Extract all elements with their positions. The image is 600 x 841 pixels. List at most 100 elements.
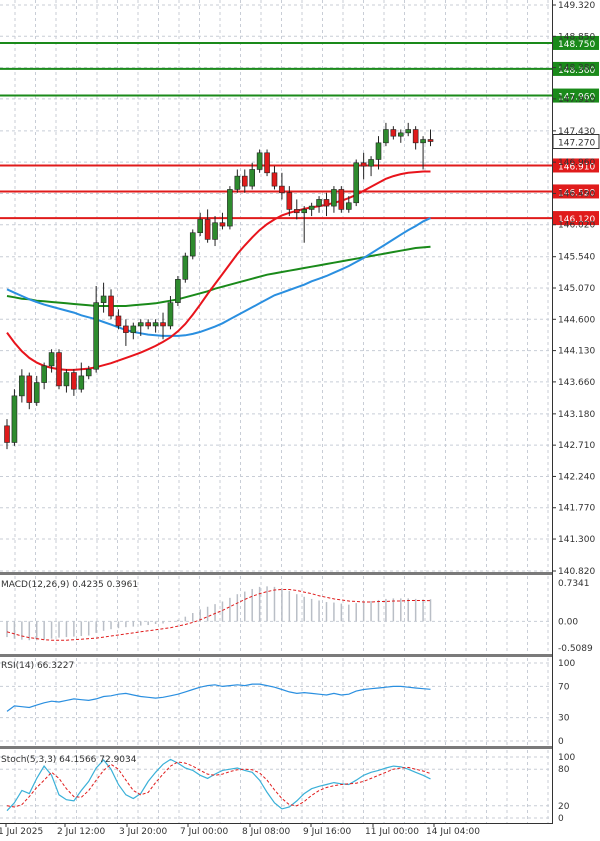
candle-body: [85, 368, 92, 377]
candle-body: [41, 365, 47, 383]
time-tick-label: 1 Jul 2025: [0, 827, 43, 837]
candle-body: [383, 129, 389, 144]
candle: [368, 156, 374, 177]
candle: [63, 369, 70, 393]
time-tick-label: 2 Jul 12:00: [57, 827, 106, 837]
time-tick-label: 7 Jul 00:00: [180, 827, 229, 837]
candle: [286, 186, 293, 217]
price-tick-label: 145.540: [558, 253, 595, 263]
price-tick-label: 148.850: [558, 32, 595, 42]
candle: [331, 186, 337, 213]
candle-body: [412, 129, 419, 144]
candle: [264, 149, 270, 177]
price-tick-label: 143.660: [558, 378, 595, 388]
candle: [271, 166, 278, 190]
time-tick-label: 8 Jul 08:00: [242, 827, 291, 837]
candle-body: [130, 325, 137, 333]
candle-body: [175, 279, 181, 303]
candle-body: [56, 352, 62, 387]
candle: [353, 159, 360, 207]
candle-body: [100, 295, 107, 303]
candle-body: [212, 222, 218, 240]
candle: [56, 349, 62, 390]
candle: [420, 136, 426, 170]
candle-body: [115, 315, 122, 327]
price-tick-label: 140.820: [558, 567, 595, 577]
candle-body: [145, 322, 151, 327]
current-price-label: 147.270: [558, 139, 595, 149]
candle: [301, 206, 308, 243]
sma-fast-line: [6, 170, 431, 371]
stoch-axis-label: 20: [558, 802, 570, 812]
candle: [345, 196, 352, 213]
support-level-tag: [553, 158, 599, 173]
candle: [85, 365, 92, 380]
candle-body: [48, 352, 55, 367]
candle-body: [182, 255, 189, 280]
candle-body: [71, 372, 77, 390]
price-tick-label: 142.710: [558, 441, 595, 451]
candle: [323, 192, 330, 217]
macd-signal-line: [6, 589, 431, 641]
macd-panel: [0, 576, 552, 654]
candle: [219, 212, 226, 230]
candle-body: [338, 189, 345, 210]
support-level-label: 146.520: [558, 188, 595, 198]
resistance-level-tag: [553, 35, 599, 50]
price-panel: [0, 0, 552, 571]
support-level-tag: [553, 184, 599, 199]
candle-body: [123, 325, 129, 333]
candle: [316, 196, 322, 213]
price-tick-label: 149.320: [558, 1, 595, 11]
price-tick-label: 145.070: [558, 284, 595, 294]
price-tick-label: 146.490: [558, 189, 595, 199]
stoch-axis-label: 80: [558, 765, 570, 775]
panel-separator[interactable]: [0, 746, 552, 749]
rsi-line: [6, 683, 431, 712]
candle-body: [167, 302, 174, 327]
resistance-level-label: 148.360: [558, 66, 595, 76]
candle: [19, 369, 25, 403]
macd-axis-label: 0.7341: [558, 579, 590, 589]
rsi-axis-label: 0: [558, 737, 564, 747]
candle-body: [249, 169, 255, 187]
candle: [160, 312, 166, 340]
resistance-level-tag: [553, 88, 599, 103]
candle-body: [405, 129, 412, 134]
panel-separator[interactable]: [0, 572, 552, 575]
panel-separator[interactable]: [0, 654, 552, 657]
support-level-label: 146.120: [558, 215, 595, 225]
candle: [145, 319, 151, 330]
price-tick-label: 141.300: [558, 535, 595, 545]
candle-body: [108, 295, 114, 317]
price-axis: 149.320 148.850 148.380 147.910 147.430 146.9…: [552, 1, 595, 577]
candle-body: [93, 302, 99, 370]
candle: [189, 229, 196, 260]
candle: [241, 169, 248, 193]
candle: [308, 202, 315, 217]
candle-body: [368, 159, 374, 167]
macd-axis-label: 0.00: [558, 617, 578, 627]
candle-body: [219, 222, 226, 227]
price-tick-label: 141.770: [558, 504, 595, 514]
candle: [390, 126, 397, 140]
current-price-tag: [552, 134, 600, 150]
candle: [115, 309, 122, 330]
price-tick-label: 146.960: [558, 158, 595, 168]
candle: [130, 322, 137, 340]
candle-body: [78, 375, 85, 390]
candle-body: [397, 132, 404, 137]
candle: [123, 319, 129, 346]
candle: [33, 375, 40, 406]
candle: [152, 319, 159, 333]
rsi-title: RSI(14) 66.3227: [1, 661, 74, 671]
candle: [212, 216, 218, 247]
time-tick-label: 3 Jul 20:00: [119, 827, 168, 837]
candle: [405, 122, 412, 137]
candle: [397, 129, 404, 143]
candle-body: [279, 185, 285, 194]
time-tick-label: 11 Jul 00:00: [365, 827, 419, 837]
candle-body: [264, 152, 270, 174]
candle: [48, 349, 55, 373]
